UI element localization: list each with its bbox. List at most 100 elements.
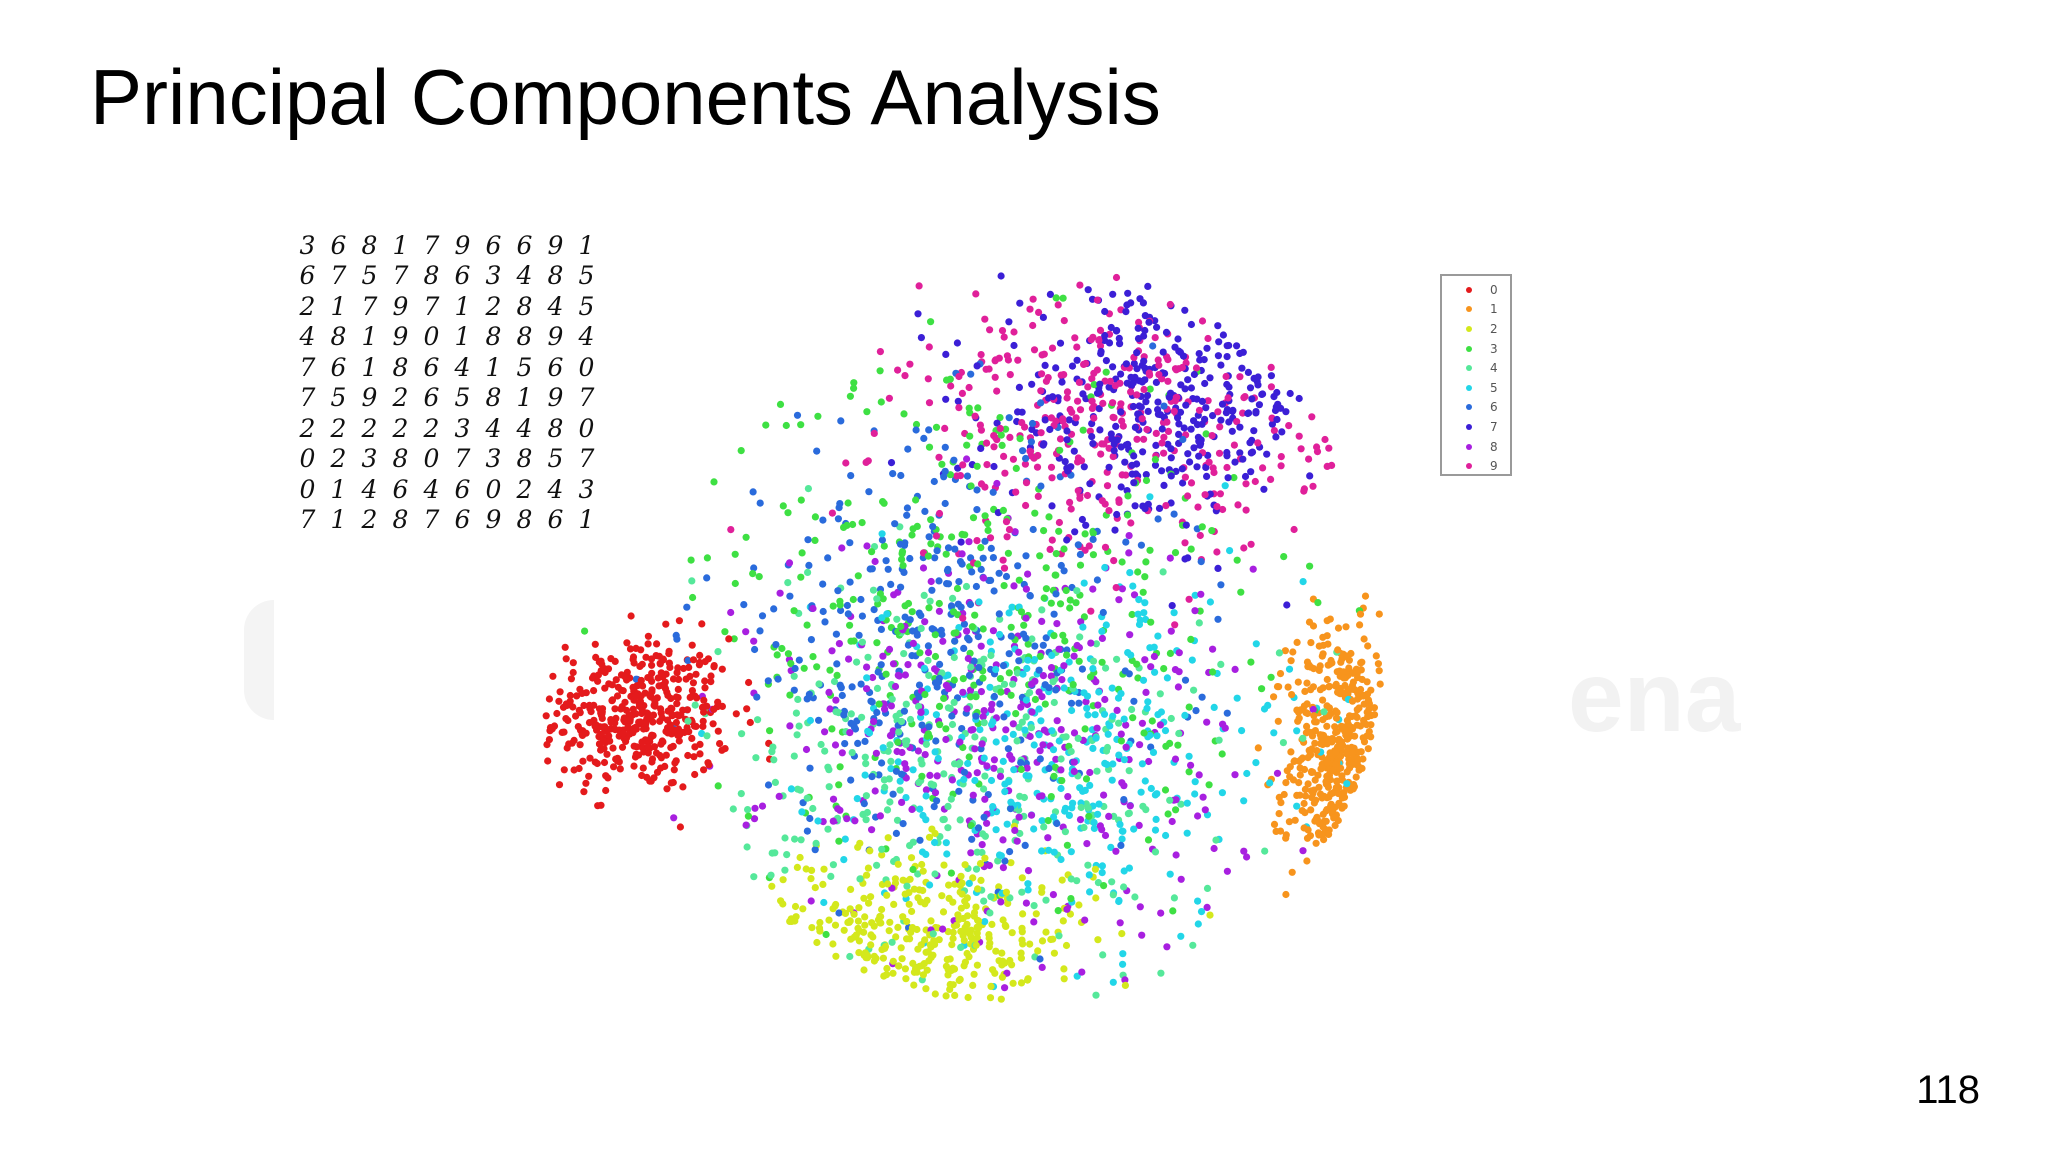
scatter-point-digit-3 [737, 447, 745, 455]
scatter-point-digit-4 [880, 776, 889, 784]
scatter-point-digit-0 [644, 640, 652, 648]
scatter-point-digit-4 [1073, 587, 1081, 595]
scatter-point-digit-7 [1228, 427, 1236, 435]
scatter-point-digit-0 [592, 721, 600, 729]
scatter-point-digit-6 [943, 567, 952, 575]
scatter-point-digit-9 [1115, 498, 1123, 506]
scatter-point-digit-8 [1086, 768, 1094, 777]
scatter-point-digit-7 [1222, 409, 1230, 417]
scatter-point-digit-1 [1325, 682, 1333, 690]
scatter-point-digit-0 [643, 709, 652, 717]
scatter-point-digit-8 [1083, 840, 1091, 848]
scatter-point-digit-7 [1175, 420, 1183, 428]
scatter-point-digit-7 [1131, 423, 1139, 431]
scatter-point-digit-0 [642, 653, 650, 661]
scatter-point-digit-3 [581, 627, 589, 635]
scatter-point-digit-3 [1160, 665, 1168, 673]
scatter-point-digit-7 [1260, 485, 1268, 493]
scatter-point-digit-1 [1342, 623, 1350, 631]
scatter-point-digit-6 [1149, 342, 1157, 350]
scatter-point-digit-2 [819, 880, 827, 889]
digit-cell: 7 [299, 505, 316, 535]
scatter-point-digit-2 [876, 912, 884, 921]
scatter-point-digit-2 [850, 933, 859, 941]
digit-cell: 1 [392, 230, 409, 260]
scatter-point-digit-6 [1039, 641, 1047, 649]
scatter-point-digit-6 [973, 506, 981, 514]
scatter-point-digit-8 [898, 748, 906, 757]
scatter-point-digit-3 [894, 738, 902, 746]
scatter-point-digit-2 [1058, 876, 1066, 884]
scatter-point-digit-8 [863, 663, 871, 671]
scatter-point-digit-0 [635, 702, 644, 710]
scatter-point-digit-4 [1125, 809, 1133, 817]
scatter-point-digit-5 [944, 671, 952, 679]
scatter-point-digit-5 [926, 881, 934, 889]
scatter-point-digit-4 [1040, 823, 1048, 831]
scatter-point-digit-6 [824, 554, 832, 562]
scatter-point-digit-3 [973, 462, 981, 470]
legend-entry: 3 [1442, 339, 1510, 359]
scatter-point-digit-9 [1240, 544, 1248, 552]
scatter-point-digit-4 [948, 720, 957, 729]
scatter-point-digit-5 [960, 775, 968, 784]
scatter-point-digit-4 [1092, 991, 1100, 999]
scatter-point-digit-6 [1001, 857, 1009, 865]
scatter-point-digit-7 [1105, 383, 1113, 391]
scatter-point-digit-4 [738, 730, 746, 738]
scatter-point-digit-8 [978, 740, 986, 748]
scatter-point-digit-6 [832, 630, 841, 638]
scatter-point-digit-2 [872, 954, 880, 963]
scatter-point-digit-6 [937, 626, 945, 634]
scatter-point-digit-2 [1007, 859, 1015, 867]
scatter-point-digit-4 [853, 658, 861, 666]
scatter-point-digit-5 [1130, 825, 1138, 833]
scatter-point-digit-0 [699, 717, 707, 725]
scatter-point-digit-9 [1230, 441, 1238, 449]
scatter-point-digit-9 [1074, 397, 1082, 405]
scatter-point-digit-9 [986, 534, 995, 542]
scatter-point-digit-3 [1012, 464, 1020, 472]
scatter-point-digit-3 [730, 635, 738, 643]
scatter-point-digit-9 [727, 526, 735, 534]
scatter-point-digit-6 [1130, 697, 1138, 705]
scatter-point-digit-9 [1187, 479, 1196, 487]
scatter-point-digit-8 [1028, 708, 1036, 716]
scatter-point-digit-5 [1115, 896, 1123, 905]
scatter-point-digit-7 [1139, 448, 1147, 456]
scatter-point-digit-6 [930, 477, 938, 486]
scatter-point-digit-7 [1252, 408, 1260, 416]
scatter-point-digit-3 [959, 743, 967, 752]
scatter-point-digit-0 [592, 653, 600, 662]
scatter-point-digit-2 [921, 900, 929, 908]
scatter-point-digit-6 [819, 580, 827, 588]
scatter-point-digit-0 [611, 726, 619, 734]
scatter-point-digit-3 [947, 869, 956, 877]
scatter-point-digit-4 [883, 806, 892, 814]
legend-entry: 2 [1442, 319, 1510, 339]
scatter-point-digit-5 [1264, 701, 1272, 710]
scatter-point-digit-5 [916, 805, 924, 813]
scatter-point-digit-8 [1126, 631, 1134, 639]
legend-marker [1466, 404, 1472, 411]
scatter-point-digit-6 [749, 488, 757, 496]
scatter-point-digit-1 [1365, 705, 1373, 713]
scatter-point-digit-5 [1001, 788, 1009, 796]
scatter-point-digit-7 [1241, 472, 1250, 481]
scatter-point-digit-6 [933, 547, 941, 555]
scatter-point-digit-2 [909, 959, 917, 968]
scatter-point-digit-9 [977, 351, 985, 359]
scatter-point-digit-7 [1219, 331, 1227, 339]
scatter-point-digit-1 [1304, 780, 1312, 788]
scatter-point-digit-3 [814, 412, 822, 420]
scatter-point-digit-6 [786, 592, 794, 600]
scatter-point-digit-8 [979, 713, 987, 721]
scatter-point-digit-9 [1163, 418, 1171, 426]
scatter-point-digit-1 [1344, 685, 1352, 694]
scatter-point-digit-0 [649, 711, 658, 719]
scatter-point-digit-8 [959, 688, 967, 696]
scatter-point-digit-5 [980, 754, 988, 762]
scatter-point-digit-6 [837, 684, 845, 692]
scatter-point-digit-9 [1000, 333, 1008, 341]
scatter-point-digit-8 [871, 557, 879, 566]
